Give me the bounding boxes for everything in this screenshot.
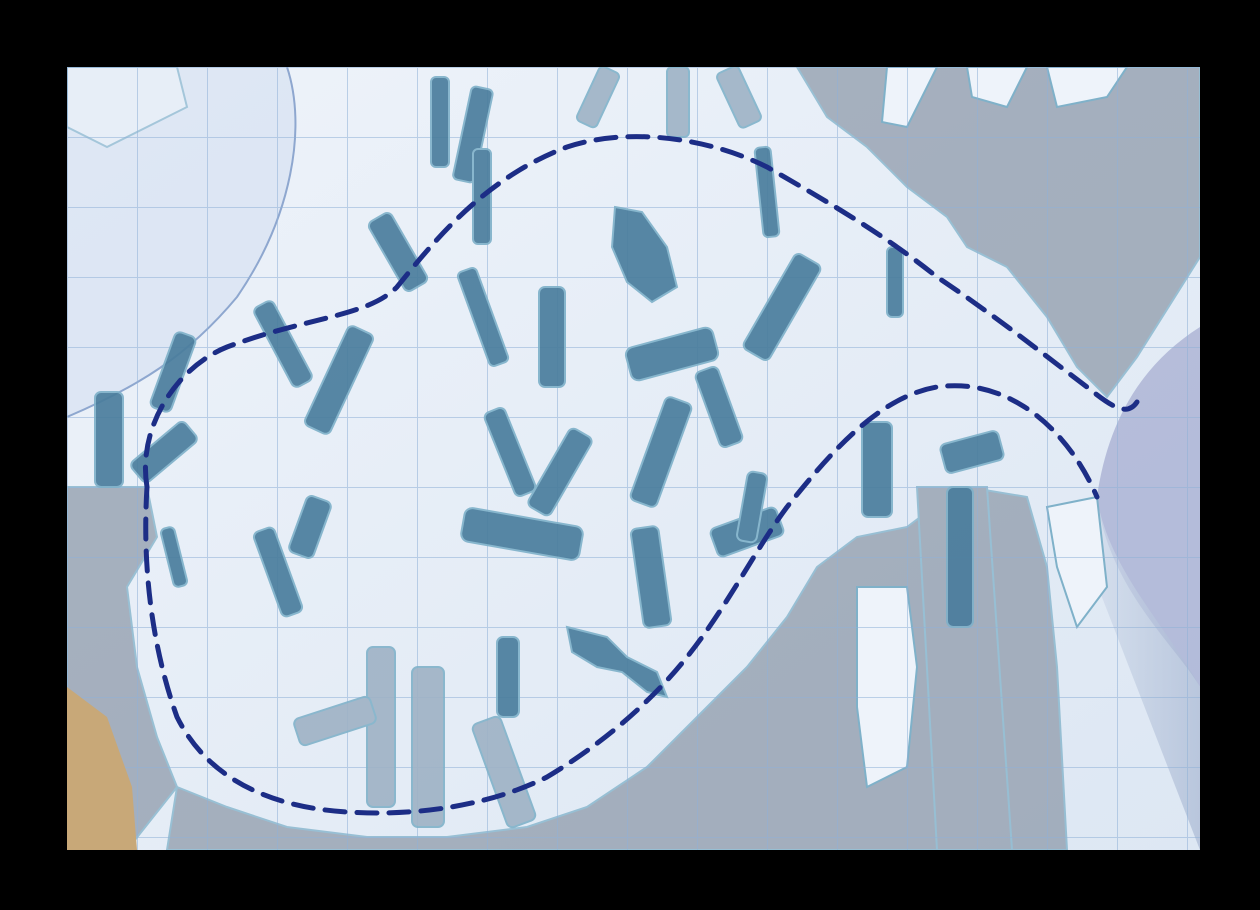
blade-4: [253, 300, 313, 388]
pale-blade-3: [293, 695, 377, 747]
blade-19: [629, 525, 673, 629]
dashed-outline-large: [143, 134, 1140, 490]
map-panel: [67, 67, 1200, 850]
dashed-outlines: [143, 134, 1140, 816]
blade-16: [629, 396, 693, 508]
blade-7: [430, 76, 450, 168]
blade-irregular-2: [565, 625, 669, 699]
pale-blade-5: [575, 67, 621, 129]
blade-11: [538, 286, 566, 388]
blade-21: [736, 470, 768, 544]
pale-blade-6: [666, 67, 690, 138]
ice-blades: [94, 76, 1005, 718]
map-canvas: [67, 67, 1200, 850]
blade-25: [886, 246, 904, 318]
blade-6: [367, 212, 429, 292]
pale-blade-1: [366, 646, 396, 808]
blade-26: [753, 145, 781, 239]
blade-13: [527, 427, 593, 517]
blade-15: [624, 326, 720, 382]
pale-blades: [293, 67, 762, 829]
wood-corner: [67, 687, 137, 850]
blade-30: [496, 636, 520, 718]
blade-18: [742, 253, 822, 361]
blade-irregular-1: [610, 205, 679, 304]
blade-8: [452, 85, 494, 184]
pale-blade-2: [411, 666, 445, 828]
blade-22: [861, 421, 893, 518]
pale-blade-4: [471, 715, 537, 829]
blade-29: [160, 526, 188, 588]
blade-12: [483, 406, 537, 498]
pale-blade-7: [716, 67, 762, 129]
blade-14: [460, 507, 584, 561]
dashed-outline-lower-loop: [143, 383, 1100, 816]
blade-5: [304, 325, 374, 435]
blade-17: [694, 365, 744, 449]
blade-10: [456, 267, 510, 367]
blade-28: [252, 526, 304, 618]
blade-1: [94, 391, 124, 488]
map-grid: [67, 67, 1200, 850]
blade-23: [939, 430, 1005, 474]
blade-27: [288, 495, 332, 559]
blade-24: [946, 486, 974, 628]
